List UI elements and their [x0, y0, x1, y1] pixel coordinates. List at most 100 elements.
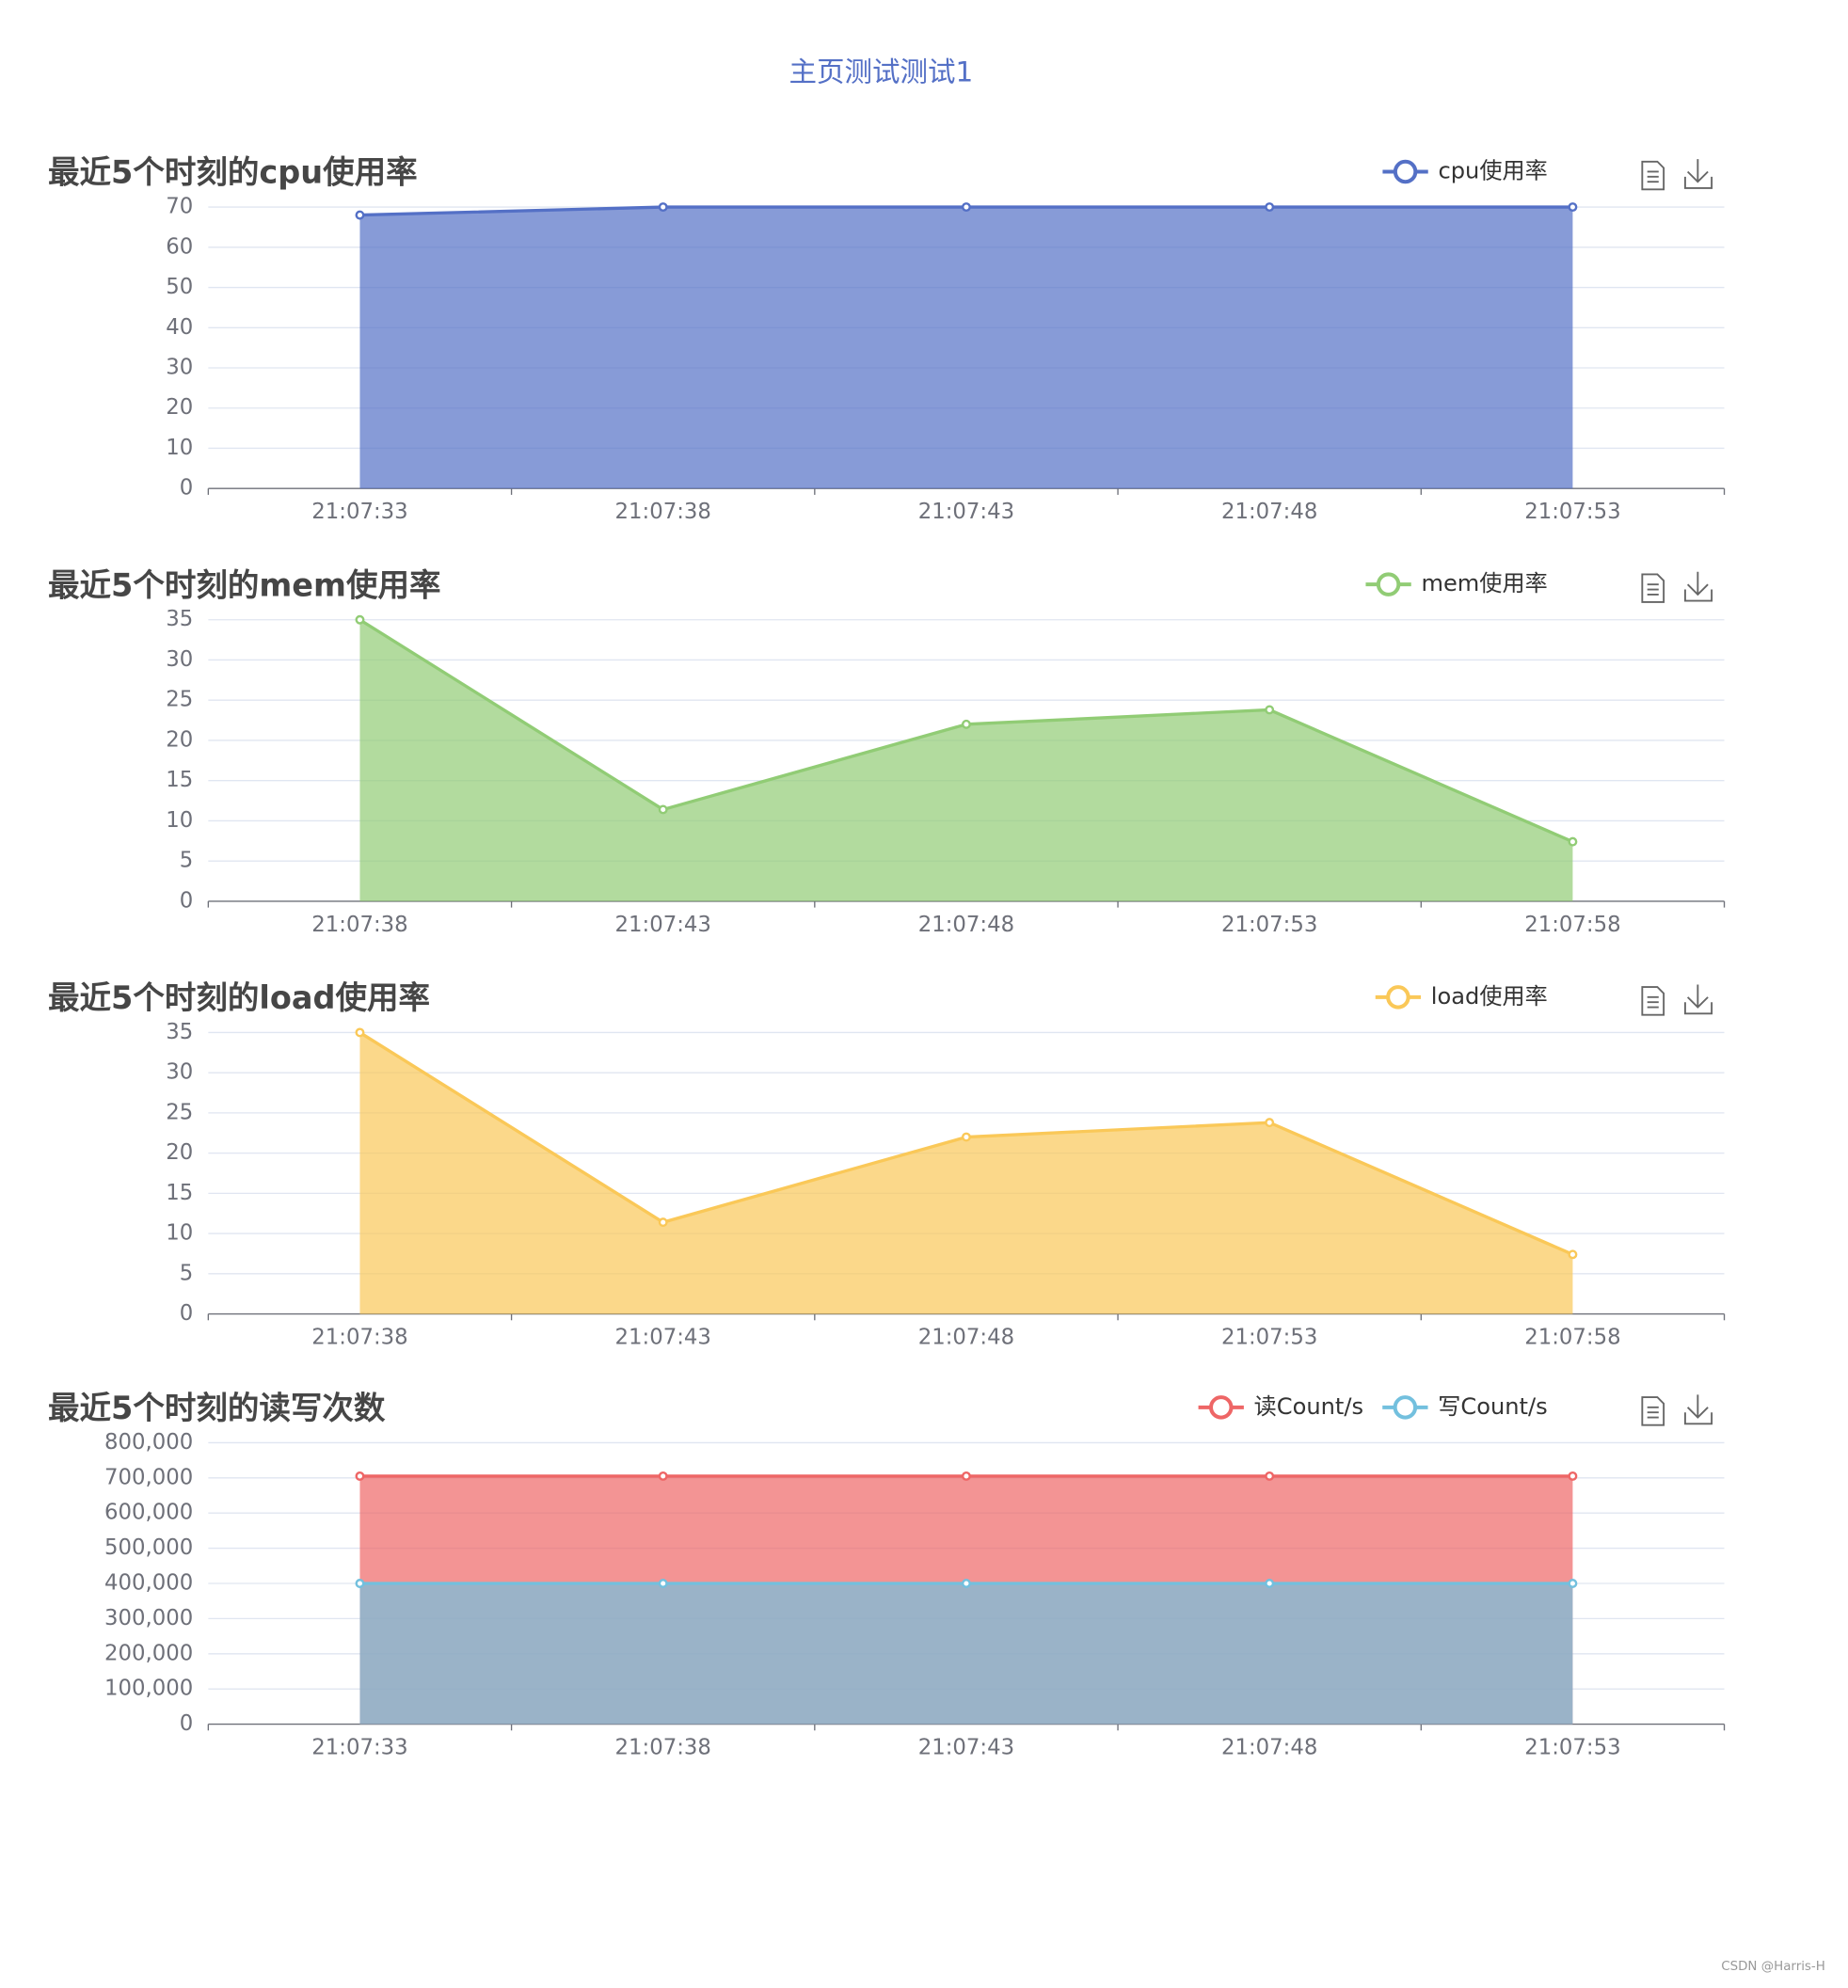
- y-tick-label: 35: [166, 607, 193, 631]
- y-tick-label: 100,000: [104, 1677, 193, 1701]
- x-tick-label: 21:07:38: [311, 1326, 407, 1350]
- y-tick-label: 25: [166, 1100, 193, 1124]
- legend-item: 写Count/s: [1382, 1393, 1548, 1420]
- point: [1568, 1249, 1578, 1260]
- y-tick-label: 500,000: [104, 1535, 193, 1560]
- chart-title: 最近5个时刻的读写次数: [48, 1390, 386, 1426]
- x-tick-label: 21:07:48: [1221, 1736, 1317, 1760]
- point: [1265, 705, 1275, 715]
- legend-label: 写Count/s: [1438, 1393, 1547, 1420]
- point: [1568, 202, 1578, 213]
- save-image-button[interactable]: [1684, 571, 1713, 602]
- save-image-button[interactable]: [1684, 159, 1713, 189]
- area: [359, 1032, 1573, 1314]
- point: [658, 202, 668, 213]
- y-tick-label: 30: [166, 647, 193, 672]
- y-tick-label: 400,000: [104, 1570, 193, 1595]
- x-tick-label: 21:07:43: [918, 1736, 1014, 1760]
- point: [961, 719, 971, 729]
- point: [1568, 836, 1578, 847]
- point: [658, 1217, 668, 1228]
- x-tick-label: 21:07:53: [1221, 913, 1317, 937]
- y-tick-label: 0: [180, 476, 194, 501]
- point: [355, 1471, 365, 1481]
- legend-label: 读Count/s: [1254, 1393, 1363, 1420]
- y-tick-label: 300,000: [104, 1606, 193, 1630]
- x-tick-label: 21:07:38: [311, 913, 407, 937]
- x-tick-label: 21:07:43: [918, 500, 1014, 524]
- x-tick-label: 21:07:33: [311, 1736, 407, 1760]
- toolbox: [1641, 1394, 1713, 1426]
- y-tick-label: 20: [166, 1140, 193, 1165]
- legend-item: mem使用率: [1365, 570, 1548, 596]
- watermark: CSDN @Harris-H: [1721, 1960, 1825, 1974]
- y-tick-label: 35: [166, 1020, 193, 1044]
- point: [355, 210, 365, 220]
- y-tick-label: 15: [166, 1181, 193, 1205]
- x-tick-label: 21:07:43: [615, 913, 711, 937]
- x-tick-label: 21:07:38: [615, 1736, 711, 1760]
- x-tick-label: 21:07:53: [1221, 1326, 1317, 1350]
- save-image-button[interactable]: [1684, 984, 1713, 1015]
- y-tick-label: 60: [166, 234, 193, 259]
- chart-title: 最近5个时刻的load使用率: [48, 979, 430, 1016]
- y-tick-label: 5: [180, 849, 194, 873]
- toolbox: [1641, 984, 1713, 1016]
- legend-label: mem使用率: [1421, 570, 1547, 596]
- legend-item: 读Count/s: [1198, 1393, 1363, 1420]
- x-tick-label: 21:07:48: [918, 913, 1014, 937]
- x-tick-label: 21:07:58: [1524, 1326, 1620, 1350]
- legend-icon: [1376, 572, 1401, 596]
- x-tick-label: 21:07:43: [615, 1326, 711, 1350]
- point: [1265, 1579, 1275, 1588]
- point: [1568, 1471, 1578, 1481]
- legend-icon: [1393, 1395, 1418, 1420]
- legend-label: load使用率: [1431, 983, 1548, 1010]
- data-view-button[interactable]: [1641, 160, 1665, 191]
- point: [961, 1471, 971, 1481]
- point: [961, 202, 971, 213]
- toolbox: [1641, 159, 1713, 191]
- data-view-button[interactable]: [1641, 986, 1665, 1016]
- y-tick-label: 200,000: [104, 1641, 193, 1665]
- point: [355, 1027, 365, 1038]
- y-tick-label: 20: [166, 395, 193, 420]
- y-tick-label: 700,000: [104, 1465, 193, 1489]
- legend-icon: [1209, 1395, 1234, 1420]
- point: [1265, 1118, 1275, 1128]
- y-tick-label: 70: [166, 195, 193, 219]
- y-tick-label: 15: [166, 768, 193, 792]
- data-view-button[interactable]: [1641, 573, 1665, 603]
- legend-label: cpu使用率: [1438, 157, 1547, 183]
- y-tick-label: 0: [180, 1301, 194, 1326]
- y-tick-label: 30: [166, 356, 193, 380]
- x-tick-label: 21:07:48: [1221, 500, 1317, 524]
- y-tick-label: 800,000: [104, 1430, 193, 1455]
- x-tick-label: 21:07:53: [1524, 500, 1620, 524]
- y-tick-label: 25: [166, 688, 193, 712]
- chart-title: 最近5个时刻的cpu使用率: [48, 154, 418, 191]
- legend-icon: [1386, 985, 1410, 1010]
- x-tick-label: 21:07:33: [311, 500, 407, 524]
- save-image-button[interactable]: [1684, 1394, 1713, 1425]
- chart-title: 最近5个时刻的mem使用率: [48, 566, 441, 603]
- y-tick-label: 0: [180, 888, 194, 913]
- x-tick-label: 21:07:53: [1524, 1736, 1620, 1760]
- page-title: 主页测试测试1: [789, 56, 973, 87]
- area: [359, 619, 1573, 901]
- y-tick-label: 10: [166, 1221, 193, 1246]
- point: [658, 1471, 668, 1481]
- y-tick-label: 5: [180, 1261, 194, 1285]
- point: [961, 1579, 971, 1588]
- point: [1265, 1471, 1275, 1481]
- y-tick-label: 10: [166, 808, 193, 833]
- legend-icon: [1393, 159, 1418, 184]
- data-view-button[interactable]: [1641, 1396, 1665, 1426]
- point: [658, 1579, 668, 1588]
- point: [658, 804, 668, 815]
- x-tick-label: 21:07:58: [1524, 913, 1620, 937]
- y-tick-label: 10: [166, 436, 193, 460]
- y-tick-label: 40: [166, 315, 193, 340]
- point: [355, 1579, 365, 1588]
